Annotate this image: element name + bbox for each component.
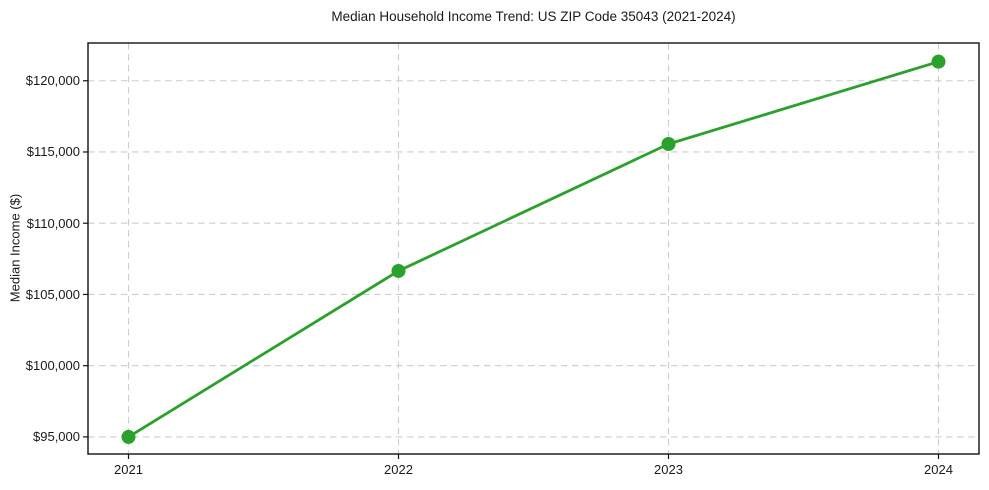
y-tick-label: $115,000 xyxy=(26,144,80,160)
x-tick-label: 2024 xyxy=(924,462,953,477)
y-tick-label: $110,000 xyxy=(26,215,80,231)
x-tick-label: 2023 xyxy=(654,462,683,477)
data-point-marker xyxy=(931,54,946,69)
chart-title: Median Household Income Trend: US ZIP Co… xyxy=(331,9,736,24)
y-tick-label: $95,000 xyxy=(33,429,80,445)
data-point-marker xyxy=(661,137,676,152)
data-line xyxy=(127,60,940,439)
y-tick-label: $100,000 xyxy=(25,358,80,374)
y-tick-label: $105,000 xyxy=(25,286,80,302)
y-tick-label: $120,000 xyxy=(25,73,80,89)
plot-border xyxy=(87,42,980,455)
data-point-marker xyxy=(121,429,136,444)
x-tick-label: 2021 xyxy=(114,462,143,477)
data-point-marker xyxy=(391,263,406,278)
x-tick-label: 2022 xyxy=(384,462,413,477)
